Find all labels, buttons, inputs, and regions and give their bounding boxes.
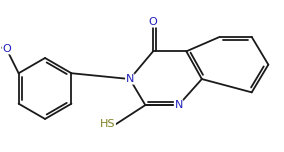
Text: O: O [2,44,11,54]
Text: N: N [126,74,134,84]
Text: N: N [174,100,183,110]
Text: O: O [149,17,157,27]
Text: HS: HS [100,119,115,130]
